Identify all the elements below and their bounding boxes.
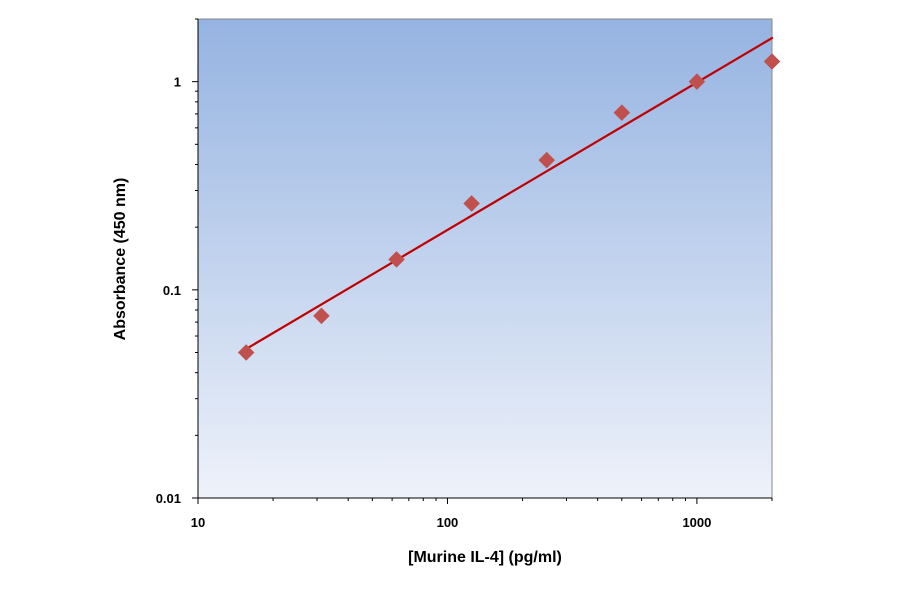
data-point	[688, 73, 706, 91]
y-tick-label: 0.01	[156, 491, 181, 506]
x-tick-label: 1000	[682, 515, 711, 530]
x-axis-title: [Murine IL-4] (pg/ml)	[408, 549, 562, 566]
fit-line-group	[245, 36, 774, 351]
y-axis-title: Absorbance (450 nm)	[112, 178, 129, 341]
data-point	[237, 344, 255, 361]
data-points	[237, 53, 781, 361]
x-tick-label: 100	[437, 515, 459, 530]
x-tick-label: 10	[191, 515, 205, 530]
data-point	[388, 251, 405, 268]
y-tick-label: 0.1	[163, 283, 181, 298]
data-point	[613, 104, 631, 121]
y-tick-label: 1	[174, 75, 181, 90]
data-point	[313, 307, 330, 325]
data-point	[538, 151, 556, 169]
data-point	[463, 195, 480, 212]
plot-area	[197, 18, 773, 499]
fit-line	[245, 36, 774, 351]
axes: 10 100 1000 0.01 0.1 1	[156, 18, 773, 530]
data-point	[763, 53, 781, 70]
